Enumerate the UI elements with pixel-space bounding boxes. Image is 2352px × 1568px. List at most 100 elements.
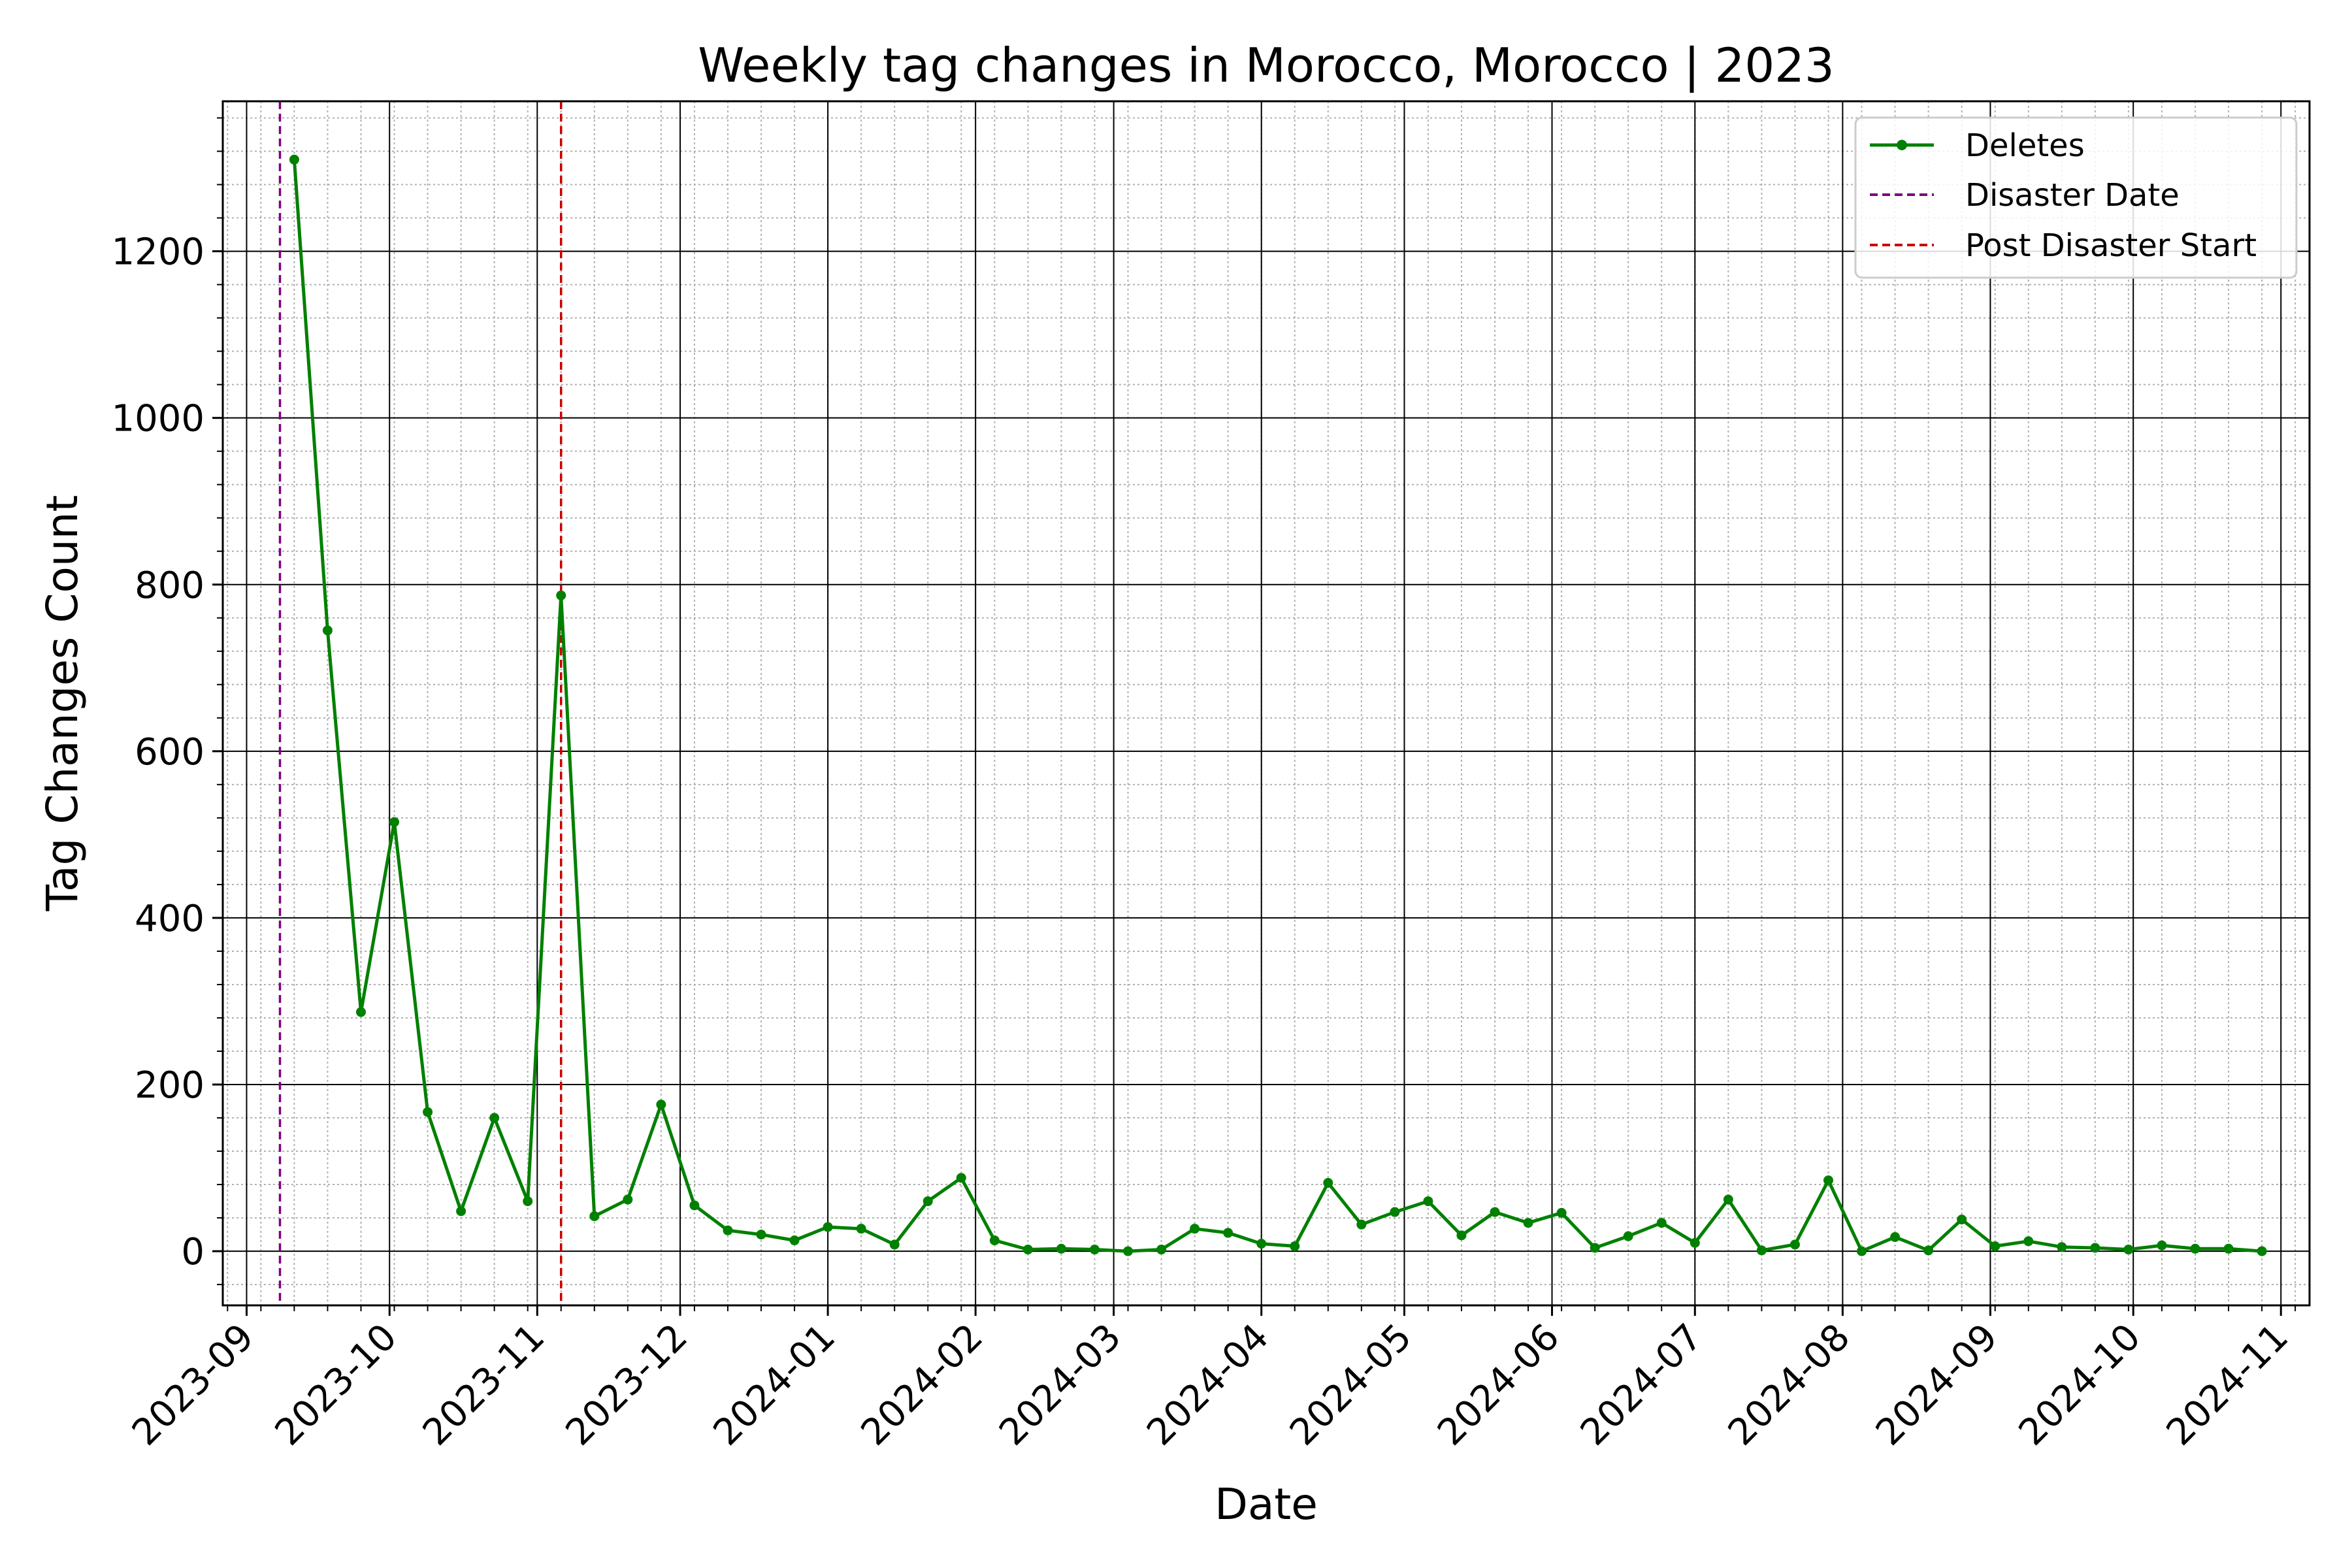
data-point	[756, 1230, 766, 1240]
y-tick-label: 0	[181, 1231, 204, 1273]
minor-gridlines	[223, 101, 2310, 1305]
data-point	[723, 1225, 733, 1235]
data-point	[956, 1173, 966, 1183]
data-point	[589, 1211, 600, 1222]
data-point	[689, 1200, 700, 1211]
series-layer	[289, 154, 2267, 1256]
data-point	[289, 154, 299, 165]
x-axis-ticks: 2023-09 2023-10 2023-11 2023-12 2024-01 2024-…	[124, 1305, 2296, 1454]
data-point	[856, 1224, 866, 1234]
legend-box	[1854, 116, 2298, 279]
data-point	[1590, 1243, 1600, 1253]
data-point	[523, 1196, 533, 1207]
data-point	[355, 1007, 366, 1017]
y-tick-label: 600	[135, 731, 204, 774]
data-point	[1890, 1232, 1901, 1242]
x-tick-label: 2024-08	[1720, 1316, 1858, 1454]
data-point	[656, 1100, 666, 1110]
y-tick-label: 1200	[111, 231, 204, 274]
chart-title: Weekly tag changes in Morocco, Morocco |…	[698, 38, 1835, 93]
legend-label-disaster-date: Disaster Date	[1965, 177, 2180, 214]
data-point	[1690, 1237, 1700, 1248]
x-tick-label: 2024-06	[1429, 1316, 1567, 1454]
data-point	[556, 590, 566, 600]
y-tick-label: 200	[135, 1064, 204, 1107]
y-axis-label: Tag Changes Count	[37, 495, 88, 912]
data-point	[1656, 1218, 1667, 1228]
data-point	[1957, 1215, 1967, 1225]
data-point	[1022, 1245, 1033, 1255]
x-tick-label: 2024-09	[1868, 1316, 2006, 1454]
data-point	[2123, 1245, 2134, 1255]
data-point	[1490, 1207, 1500, 1217]
data-point	[2157, 1240, 2167, 1250]
data-point	[1823, 1175, 1833, 1186]
data-point	[1556, 1207, 1567, 1218]
data-point	[1390, 1207, 1400, 1217]
data-point	[1623, 1231, 1633, 1241]
x-tick-label: 2024-11	[2159, 1316, 2296, 1454]
legend-point-deletes	[1897, 140, 1907, 150]
data-point	[1789, 1239, 1800, 1250]
data-point	[1290, 1241, 1300, 1251]
legend-label-post-disaster-start: Post Disaster Start	[1965, 227, 2257, 264]
series-line-deletes	[292, 159, 2262, 1253]
data-point	[789, 1235, 800, 1246]
data-point	[823, 1222, 833, 1232]
major-gridlines	[223, 101, 2310, 1305]
y-tick-label: 1000	[111, 398, 204, 440]
data-point	[623, 1194, 633, 1205]
data-point	[456, 1206, 466, 1217]
x-tick-label: 2024-07	[1573, 1316, 1710, 1454]
x-axis-label: Date	[1215, 1479, 1318, 1529]
data-point	[1857, 1246, 1867, 1256]
x-tick-label: 2023-10	[267, 1316, 405, 1454]
data-point	[889, 1239, 900, 1250]
data-point	[2023, 1236, 2034, 1247]
data-point	[1756, 1245, 1767, 1256]
x-tick-label: 2024-02	[853, 1316, 991, 1454]
data-point	[2257, 1246, 2267, 1256]
y-tick-label: 400	[135, 898, 204, 940]
data-point	[1723, 1194, 1733, 1205]
x-tick-label: 2023-09	[124, 1316, 262, 1454]
x-tick-label: 2023-11	[415, 1316, 553, 1454]
y-tick-label: 800	[135, 564, 204, 607]
data-point	[489, 1113, 500, 1123]
plot-frame	[221, 100, 2311, 1307]
data-point	[989, 1235, 1000, 1246]
x-tick-label: 2024-10	[2011, 1316, 2149, 1454]
data-point	[1123, 1246, 1134, 1256]
data-point	[322, 625, 333, 636]
data-point	[2190, 1243, 2200, 1254]
x-tick-label: 2024-03	[991, 1316, 1129, 1454]
data-point	[2090, 1243, 2100, 1253]
data-point	[923, 1196, 933, 1207]
data-point	[389, 817, 400, 827]
data-point	[1456, 1230, 1467, 1241]
data-point	[1223, 1228, 1233, 1238]
data-point	[1423, 1196, 1433, 1207]
data-point	[1190, 1224, 1200, 1234]
data-point	[2223, 1243, 2234, 1254]
data-point	[423, 1107, 433, 1117]
event-lines	[278, 101, 563, 1305]
x-tick-label: 2023-12	[558, 1316, 696, 1454]
legend-label-deletes: Deletes	[1965, 127, 2085, 164]
data-point	[1089, 1245, 1100, 1255]
data-point	[1990, 1241, 2001, 1251]
data-point	[1056, 1243, 1066, 1254]
data-point	[1323, 1178, 1333, 1188]
x-tick-label: 2024-04	[1139, 1316, 1277, 1454]
y-axis-ticks: 0 200 400 600 800 1000 1200	[111, 117, 223, 1286]
data-point	[1923, 1245, 1934, 1256]
x-tick-label: 2024-05	[1282, 1316, 1420, 1454]
data-point	[1356, 1219, 1367, 1230]
x-tick-label: 2024-01	[706, 1316, 843, 1454]
legend: Deletes Disaster Date Post Disaster Star…	[1854, 116, 2298, 279]
data-point	[1156, 1245, 1167, 1255]
data-point	[2057, 1242, 2067, 1252]
data-point	[1256, 1239, 1267, 1249]
data-point	[1523, 1218, 1533, 1228]
